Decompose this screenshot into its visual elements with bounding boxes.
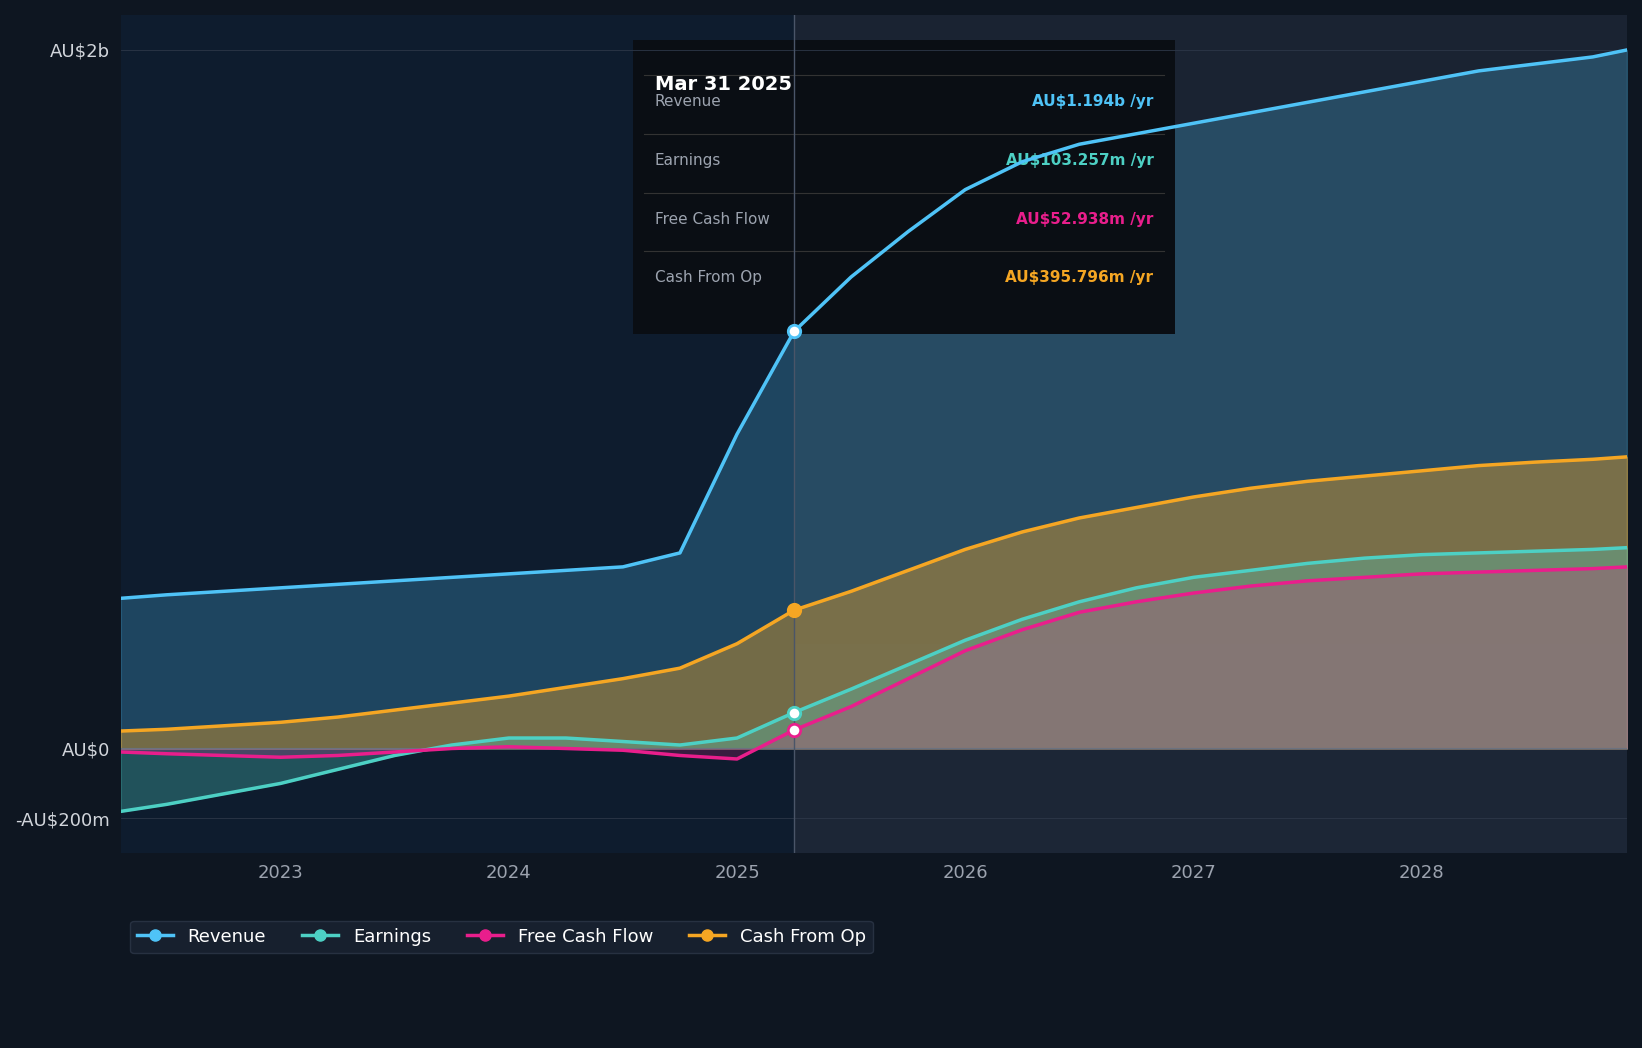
Point bbox=[782, 323, 808, 340]
Bar bbox=[795, 15, 1627, 853]
Legend: Revenue, Earnings, Free Cash Flow, Cash From Op: Revenue, Earnings, Free Cash Flow, Cash … bbox=[130, 920, 874, 954]
Text: Analysts Forecasts: Analysts Forecasts bbox=[806, 103, 974, 121]
Bar bbox=[795, 643, 1627, 853]
Point bbox=[782, 704, 808, 721]
Point bbox=[782, 722, 808, 739]
Point bbox=[782, 602, 808, 618]
Text: Past: Past bbox=[745, 103, 783, 121]
Bar bbox=[122, 15, 795, 853]
